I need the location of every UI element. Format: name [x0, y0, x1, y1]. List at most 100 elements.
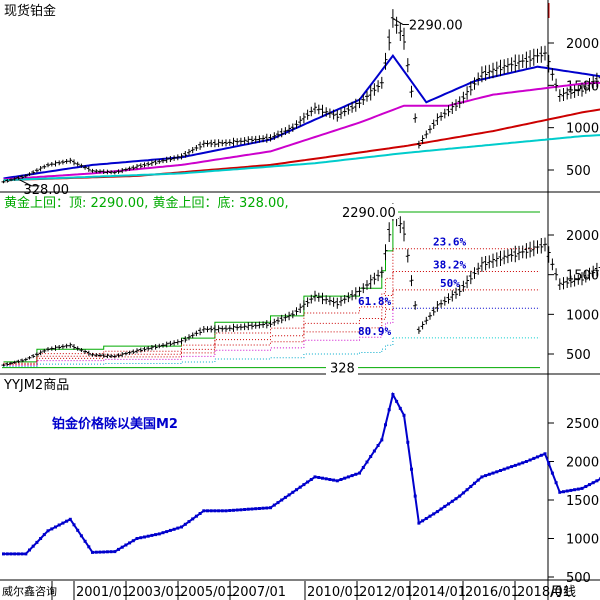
- ratio-point: [424, 517, 428, 520]
- envelope-step-line: [3, 212, 394, 363]
- y-tick-label: 500: [566, 164, 591, 179]
- ratio-point: [458, 494, 462, 498]
- ratio-point: [443, 504, 447, 508]
- ratio-point: [272, 503, 276, 507]
- ratio-point: [591, 481, 595, 485]
- ratio-point: [228, 509, 232, 512]
- ratio-point: [339, 478, 343, 481]
- ratio-point: [276, 501, 280, 505]
- panel1-title: 现货铂金: [4, 3, 56, 19]
- ratio-point: [161, 531, 165, 535]
- ratio-point: [313, 475, 317, 479]
- y-tick-label: 1000: [566, 533, 599, 548]
- ratio-point: [76, 528, 80, 532]
- top-level-label-bg: [340, 203, 398, 219]
- y-tick-label: 2000: [566, 37, 599, 52]
- ratio-point: [521, 461, 525, 465]
- ratio-point: [283, 495, 287, 499]
- x-tick-label: 2016/01: [465, 585, 519, 600]
- ratio-point: [435, 510, 439, 514]
- ratio-point: [213, 509, 217, 513]
- ratio-point: [484, 474, 488, 478]
- ratio-point: [576, 487, 580, 491]
- footer-source: 威尔鑫咨询: [2, 584, 57, 598]
- ratio-point: [465, 488, 469, 492]
- ratio-point: [202, 509, 206, 513]
- ratio-point: [143, 535, 146, 539]
- ratio-point: [391, 393, 395, 396]
- ratio-point: [473, 481, 476, 485]
- ratio-point: [384, 423, 387, 427]
- ratio-point: [532, 456, 536, 460]
- ratio-point: [365, 460, 369, 464]
- panel-fibonacci-retracement: 黄金上回：顶: 2290.00, 黄金上回：底: 328.00, 500 1000…: [1, 195, 600, 377]
- ratio-point: [68, 517, 72, 521]
- panel1-price-series: [1, 9, 600, 184]
- ratio-point: [50, 527, 54, 531]
- ratio-point: [39, 537, 43, 540]
- x-tick-label: 2018/01: [517, 585, 571, 600]
- ratio-point: [502, 467, 506, 471]
- ratio-point: [554, 481, 558, 485]
- ratio-point: [261, 506, 265, 510]
- ratio-point: [42, 533, 46, 537]
- ratio-point: [150, 533, 154, 537]
- ratio-point: [57, 523, 61, 527]
- ratio-point: [421, 519, 425, 523]
- bottom-level-label-bg: [326, 359, 358, 375]
- ratio-point: [180, 525, 183, 529]
- ratio-point: [61, 521, 65, 525]
- ratio-point: [105, 550, 109, 554]
- ratio-point: [335, 479, 339, 483]
- ratio-point: [54, 525, 57, 529]
- ratio-point: [102, 550, 106, 554]
- panel2-fib-levels: 23.6% 38.2% 50% 61.8% 80.9%: [358, 236, 540, 339]
- ratio-point: [387, 408, 391, 412]
- ratio-point: [321, 476, 324, 480]
- ratio-point: [309, 478, 313, 481]
- fib-level-label: 23.6%: [433, 236, 466, 249]
- ratio-point: [243, 508, 247, 511]
- ratio-point: [46, 529, 50, 533]
- y-tick-label: 1500: [566, 494, 599, 509]
- ratio-point: [569, 488, 573, 492]
- ratio-point: [198, 512, 202, 515]
- ratio-point: [191, 517, 195, 521]
- ratio-point: [176, 526, 180, 530]
- ratio-point: [72, 523, 76, 527]
- ratio-point: [317, 476, 321, 479]
- envelope-step-line: [3, 248, 394, 364]
- ratio-point: [113, 550, 117, 554]
- ratio-point: [146, 534, 150, 538]
- ratio-point: [406, 440, 410, 444]
- ratio-point: [87, 545, 91, 549]
- ratio-point: [257, 507, 261, 510]
- price-bars: [1, 9, 600, 184]
- ratio-point: [91, 550, 94, 554]
- ratio-point: [588, 483, 591, 487]
- peak-annotation: 2290.00: [409, 18, 463, 33]
- y-tick-label: 1000: [566, 122, 599, 137]
- ratio-point: [495, 470, 499, 474]
- ratio-point: [209, 509, 213, 513]
- panel3-y-axis: 500 1000 1500 2000 2500: [548, 417, 599, 586]
- ratio-point: [402, 413, 406, 417]
- top-level-label: 2290.00: [342, 206, 396, 221]
- ratio-point: [28, 548, 31, 552]
- ratio-point: [343, 476, 347, 480]
- y-tick-label: 2000: [566, 456, 599, 471]
- envelope-step-line: [3, 308, 394, 366]
- ratio-point: [165, 530, 169, 534]
- ratio-point: [65, 519, 69, 523]
- panel1-annotations: 2290.00 328.00: [19, 18, 463, 198]
- ratio-point: [558, 490, 562, 494]
- envelope-step-line: [3, 337, 394, 368]
- ratio-point: [354, 472, 358, 476]
- x-tick-label: 2007/01: [232, 585, 286, 600]
- ratio-point: [547, 461, 551, 465]
- price-bars: [1, 203, 600, 367]
- ratio-point: [235, 508, 239, 512]
- ratio-point: [524, 460, 528, 463]
- moving-average-line: [3, 81, 600, 181]
- ratio-point: [9, 552, 13, 556]
